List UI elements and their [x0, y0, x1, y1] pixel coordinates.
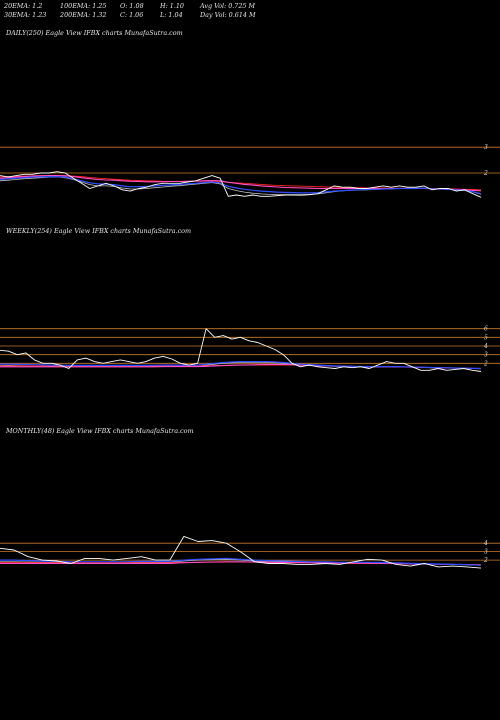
- weekly-y-tick-label: 3: [484, 352, 488, 359]
- monthly-ema-pink-line: [0, 561, 482, 566]
- monthly-panel-title: MONTHLY(48) Eagle View IFBX charts Munaf…: [6, 427, 194, 435]
- daily-ema-blue-line: [0, 176, 482, 195]
- stat-20ema: 20EMA: 1.2: [4, 2, 43, 10]
- weekly-y-tick-label: 4: [483, 343, 488, 350]
- daily-y-tick-label: 2: [483, 170, 488, 177]
- stat-avg-vol: Avg Vol: 0.725 M: [200, 2, 256, 10]
- weekly-y-tick-label: 6: [484, 326, 488, 333]
- monthly-y-tick-label: 2: [483, 557, 488, 564]
- stat-day-vol: Day Vol: 0.614 M: [200, 11, 256, 19]
- daily-panel-title: DAILY(250) Eagle View IFBX charts Munafa…: [6, 29, 183, 37]
- stat-open: O: 1.08: [120, 2, 144, 10]
- stat-low: L: 1.04: [160, 11, 183, 19]
- weekly-panel-title: WEEKLY(254) Eagle View IFBX charts Munaf…: [6, 227, 192, 235]
- weekly-ema-blue-line: [0, 361, 482, 370]
- daily-y-tick-label: 3: [484, 144, 488, 151]
- stat-close: C: 1.06: [120, 11, 144, 19]
- weekly-price-line: [0, 328, 482, 372]
- daily-ema-gray-line: [0, 176, 482, 196]
- weekly-y-tick-label: 5: [484, 334, 488, 341]
- monthly-y-tick-label: 3: [484, 549, 488, 556]
- monthly-y-tick-label: 4: [483, 540, 488, 547]
- weekly-y-tick-label: 2: [483, 360, 488, 367]
- daily-price-line: [0, 171, 482, 198]
- monthly-ema-blue-line: [0, 557, 482, 566]
- stat-100ema: 100EMA: 1.25: [60, 2, 107, 10]
- stat-30ema: 30EMA: 1.23: [4, 11, 47, 19]
- stat-high: H: 1.10: [160, 2, 184, 10]
- stat-200ema: 200EMA: 1.32: [60, 11, 107, 19]
- monthly-price-line: [0, 535, 482, 569]
